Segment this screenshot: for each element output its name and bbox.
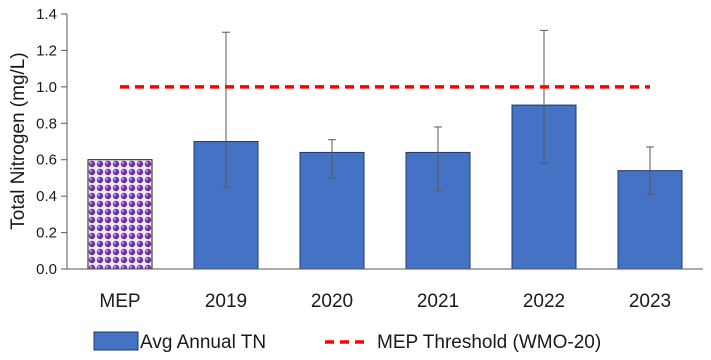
y-tick-label: 0.6 (36, 152, 57, 169)
y-axis-title: Total Nitrogen (mg/L) (8, 52, 29, 229)
legend-swatch-bar (93, 331, 139, 351)
y-ticks: 0.0 0.2 0.4 0.6 0.8 1.0 1.2 1.4 (36, 6, 67, 278)
error-bar-2021 (434, 126, 442, 192)
y-tick-label: 1.0 (36, 79, 57, 96)
y-tick-label: 1.2 (36, 42, 57, 59)
error-bar-2023 (646, 146, 654, 195)
y-tick-label: 0.8 (36, 115, 57, 132)
error-bar-2019 (222, 31, 230, 188)
category-labels: MEP 2019 2020 2021 2022 2023 (99, 291, 671, 312)
legend-label-mep-threshold: MEP Threshold (WMO-20) (377, 332, 601, 353)
y-tick-label: 0.4 (36, 188, 57, 205)
bars (87, 104, 683, 270)
x-tick-label: 2019 (205, 291, 247, 312)
x-tick-label: MEP (99, 291, 140, 312)
legend-item-mep-threshold: MEP Threshold (WMO-20) (325, 332, 601, 353)
x-tick-label: 2021 (417, 291, 459, 312)
y-tick-label: 1.4 (36, 6, 57, 23)
legend: Avg Annual TN MEP Threshold (WMO-20) (93, 331, 601, 353)
y-tick-label: 0.0 (36, 261, 57, 278)
y-tick-label: 0.2 (36, 225, 57, 242)
error-bar-2022 (540, 29, 548, 164)
x-tick-label: 2023 (629, 291, 671, 312)
legend-item-avg-annual-tn: Avg Annual TN (93, 331, 266, 353)
bar-MEP (87, 159, 153, 270)
legend-label-avg-annual-tn: Avg Annual TN (140, 332, 266, 353)
bar-2022 (511, 104, 577, 270)
x-tick-label: 2022 (523, 291, 565, 312)
x-tick-label: 2020 (311, 291, 353, 312)
axes (66, 14, 703, 270)
error-bar-2020 (328, 139, 336, 179)
error-bars (222, 29, 654, 195)
